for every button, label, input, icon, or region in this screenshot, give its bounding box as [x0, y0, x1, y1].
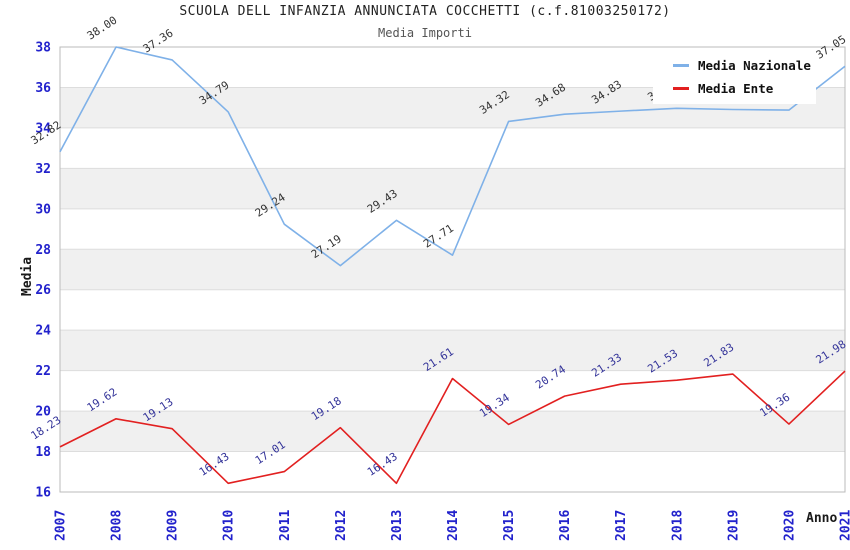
- x-tick-label: 2021: [839, 510, 850, 541]
- legend: Media Nazionale Media Ente: [653, 50, 816, 104]
- legend-item-ente: Media Ente: [673, 81, 816, 96]
- x-tick-label: 2014: [446, 510, 461, 541]
- y-tick-label: 32: [35, 162, 51, 177]
- y-tick-label: 22: [35, 364, 51, 379]
- legend-label-ente: Media Ente: [698, 81, 774, 96]
- x-tick-label: 2016: [558, 510, 573, 541]
- series-line-ente: [59, 370, 846, 485]
- data-label-ente: 16.43: [197, 450, 232, 479]
- x-tick-label: 2020: [782, 510, 797, 541]
- y-tick-label: 34: [35, 121, 51, 136]
- x-tick-label: 2007: [54, 510, 69, 541]
- y-axis-title: Media: [20, 256, 35, 296]
- chart-subtitle: Media Importi: [378, 26, 472, 40]
- legend-item-nazionale: Media Nazionale: [673, 58, 816, 73]
- series-line-nazionale: [59, 46, 846, 267]
- x-tick-label: 2008: [110, 510, 125, 541]
- nazionale-line-icon: [673, 64, 689, 67]
- chart-title: SCUOLA DELL INFANZIA ANNUNCIATA COCCHETT…: [179, 4, 671, 19]
- x-tick-label: 2017: [614, 510, 629, 541]
- y-tick-label: 36: [35, 81, 51, 96]
- plot-border: [59, 46, 846, 493]
- x-tick-label: 2012: [334, 510, 349, 541]
- x-tick-label: 2015: [502, 510, 517, 541]
- x-tick-label: 2013: [390, 510, 405, 541]
- data-label-nazionale: 37.36: [141, 27, 176, 56]
- x-tick-label: 2009: [166, 510, 181, 541]
- plot-band: [60, 249, 845, 290]
- y-tick-label: 28: [35, 243, 51, 258]
- y-tick-label: 24: [35, 324, 51, 339]
- x-tick-label: 2019: [726, 510, 741, 541]
- plot-band: [60, 411, 845, 452]
- legend-label-nazionale: Media Nazionale: [698, 58, 811, 73]
- data-label-nazionale: 38.00: [85, 14, 120, 43]
- x-tick-label: 2010: [222, 510, 237, 541]
- data-label-ente: 19.62: [85, 385, 120, 414]
- y-tick-label: 38: [35, 41, 51, 56]
- plot-band: [60, 168, 845, 209]
- y-tick-label: 26: [35, 283, 51, 298]
- y-tick-label: 18: [35, 445, 51, 460]
- y-tick-label: 20: [35, 405, 51, 420]
- data-label-ente: 16.43: [365, 450, 400, 479]
- x-tick-label: 2018: [670, 510, 685, 541]
- y-tick-label: 16: [35, 486, 51, 501]
- y-tick-label: 30: [35, 202, 51, 217]
- x-tick-label: 2011: [278, 510, 293, 541]
- ente-line-icon: [673, 87, 689, 90]
- plot-band: [60, 330, 845, 371]
- x-axis-title: Anno: [806, 511, 838, 526]
